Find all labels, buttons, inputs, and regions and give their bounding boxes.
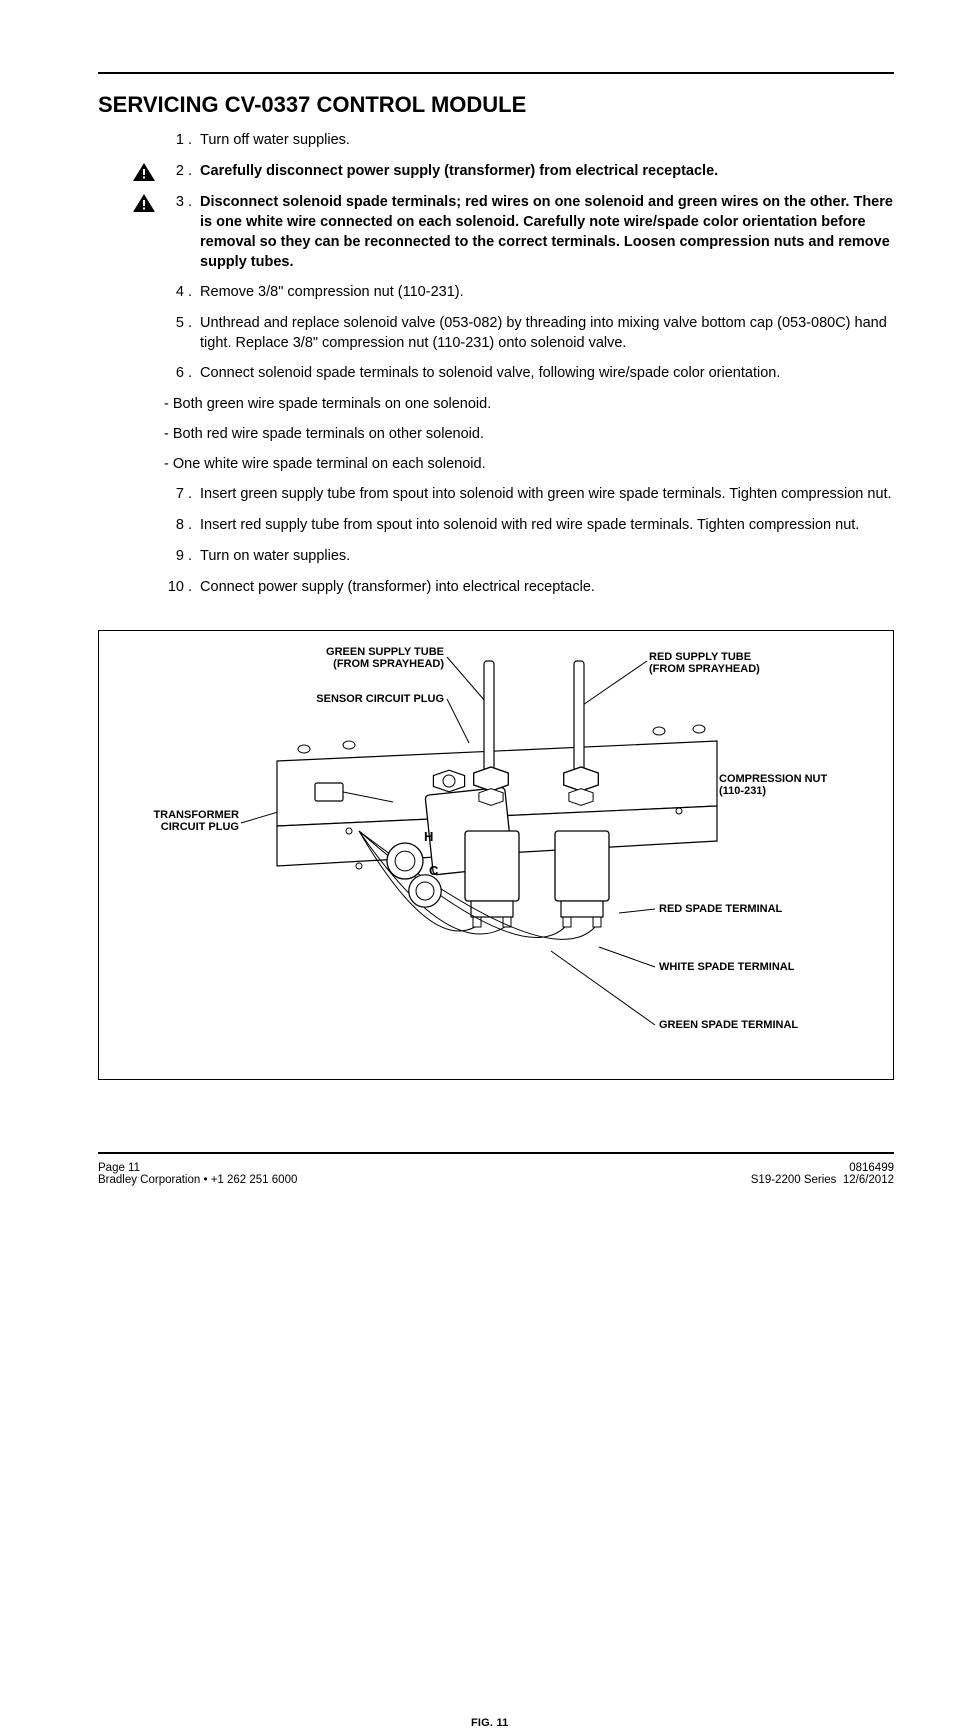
step-sub-item: - One white wire spade terminal on each … [164,454,894,474]
figure-label-comp-nut: COMPRESSION NUT(110-231) [719,773,889,797]
step-number: 7 [164,484,184,504]
step-number: 4 [164,282,184,302]
step-icon-spacer [132,314,156,334]
step-icon-spacer [132,516,156,536]
svg-text:C: C [429,863,439,878]
step-text: - Both red wire spade terminals on other… [164,424,894,444]
footer-brand: Bradley Corporation [98,1174,200,1186]
step-text: Connect solenoid spade terminals to sole… [200,363,894,383]
step-text: Turn on water supplies. [200,546,894,566]
step-number: 5 [164,313,184,333]
step-icon-spacer [132,485,156,505]
figure-label-transformer: TRANSFORMERCIRCUIT PLUG [99,809,239,833]
step-item: 2.Carefully disconnect power supply (tra… [132,161,894,182]
step-icon-spacer [132,547,156,567]
footer-docid: 0816499 [751,1162,894,1174]
step-item: 6.Connect solenoid spade terminals to so… [132,363,894,384]
footer-date: 12/6/2012 [843,1174,894,1186]
figure-label-sensor-plug: SENSOR CIRCUIT PLUG [249,693,444,705]
footer-left: Page 11 Bradley Corporation • +1 262 251… [98,1162,297,1186]
step-item: 3.Disconnect solenoid spade terminals; r… [132,192,894,272]
footer-model: S19-2200 Series [751,1174,837,1186]
page: SERVICING CV-0337 CONTROL MODULE 1.Turn … [0,0,954,1235]
step-text: - One white wire spade terminal on each … [164,454,894,474]
step-sub-item: - Both red wire spade terminals on other… [164,424,894,444]
step-item: 4.Remove 3/8" compression nut (110-231). [132,282,894,303]
step-text: Disconnect solenoid spade terminals; red… [200,192,894,272]
step-text: Carefully disconnect power supply (trans… [200,161,894,181]
figure-label-red-spade: RED SPADE TERMINAL [659,903,859,915]
warning-icon [132,162,156,182]
warning-icon [132,193,156,213]
step-text: Remove 3/8" compression nut (110-231). [200,282,894,302]
footer-page: Page 11 [98,1162,140,1174]
section-title: SERVICING CV-0337 CONTROL MODULE [98,92,894,118]
step-text: Connect power supply (transformer) into … [200,577,894,597]
step-text: Unthread and replace solenoid valve (053… [200,313,894,353]
svg-text:H: H [424,829,433,844]
footer-phone: +1 262 251 6000 [211,1174,298,1186]
step-number: 9 [164,546,184,566]
step-number: 1 [164,130,184,150]
step-text: - Both green wire spade terminals on one… [164,394,894,414]
figure-label-red-supply: RED SUPPLY TUBE(FROM SPRAYHEAD) [649,651,819,675]
step-number: 6 [164,363,184,383]
step-number: 8 [164,515,184,535]
step-text: Insert red supply tube from spout into s… [200,515,894,535]
step-text: Insert green supply tube from spout into… [200,484,894,504]
top-rule [98,72,894,74]
step-icon-spacer [132,364,156,384]
step-icon-spacer [132,578,156,598]
figure-frame: HC GREEN SUPPLY TUBE(FROM SPRAYHEAD)SENS… [98,630,894,1080]
step-item: 9.Turn on water supplies. [132,546,894,567]
bottom-rule [98,1152,894,1154]
figure-label-green-supply: GREEN SUPPLY TUBE(FROM SPRAYHEAD) [274,646,444,670]
step-number: 2 [164,161,184,181]
step-item: 5.Unthread and replace solenoid valve (0… [132,313,894,353]
figure-caption: FIG. 11 [471,1717,508,1729]
page-footer: Page 11 Bradley Corporation • +1 262 251… [98,1162,894,1186]
step-item: 8.Insert red supply tube from spout into… [132,515,894,536]
step-item: 7.Insert green supply tube from spout in… [132,484,894,505]
figure-label-white-spade: WHITE SPADE TERMINAL [659,961,859,973]
step-number: 3 [164,192,184,212]
step-list: 1.Turn off water supplies. 2.Carefully di… [132,130,894,598]
figure-label-green-spade: GREEN SPADE TERMINAL [659,1019,859,1031]
figure-drawing: HC [99,631,895,1081]
footer-right: 0816499 S19-2200 Series 12/6/2012 [751,1162,894,1186]
step-sub-item: - Both green wire spade terminals on one… [164,394,894,414]
step-item: 10.Connect power supply (transformer) in… [132,577,894,598]
step-text: Turn off water supplies. [200,130,894,150]
step-number: 10 [164,577,184,597]
step-icon-spacer [132,131,156,151]
step-icon-spacer [132,283,156,303]
step-item: 1.Turn off water supplies. [132,130,894,151]
